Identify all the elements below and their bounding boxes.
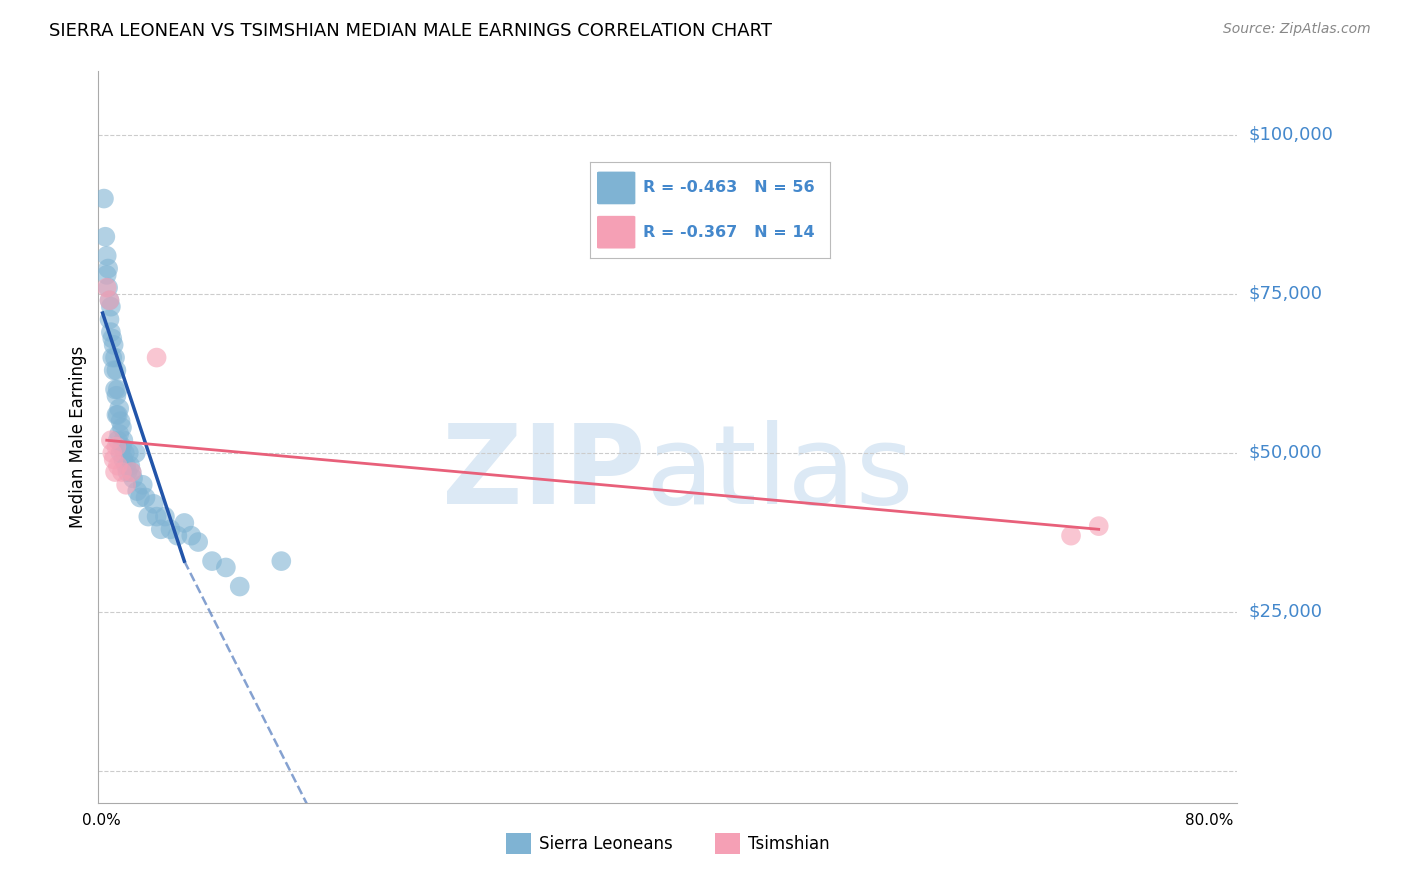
Point — [149, 522, 172, 536]
Point — [120, 458, 142, 473]
Point — [159, 522, 181, 536]
Legend: Sierra Leoneans, Tsimshian: Sierra Leoneans, Tsimshian — [499, 827, 837, 860]
Text: SIERRA LEONEAN VS TSIMSHIAN MEDIAN MALE EARNINGS CORRELATION CHART: SIERRA LEONEAN VS TSIMSHIAN MEDIAN MALE … — [49, 22, 772, 40]
Point — [111, 440, 134, 454]
Point — [229, 580, 252, 594]
Point — [105, 389, 128, 403]
Point — [107, 408, 129, 422]
Point — [93, 192, 115, 206]
Point — [97, 280, 120, 294]
Point — [115, 458, 138, 473]
Point — [104, 383, 127, 397]
Point — [96, 268, 118, 282]
Text: R = -0.367   N = 14: R = -0.367 N = 14 — [643, 225, 814, 240]
Point — [173, 516, 195, 530]
Point — [166, 529, 188, 543]
Point — [101, 446, 124, 460]
Point — [117, 465, 139, 479]
Point — [125, 446, 148, 460]
Point — [121, 465, 143, 479]
Point — [112, 434, 135, 448]
Point — [103, 338, 125, 352]
Y-axis label: Median Male Earnings: Median Male Earnings — [69, 346, 87, 528]
Point — [107, 383, 129, 397]
Point — [98, 293, 121, 308]
Point — [201, 554, 224, 568]
Point — [101, 331, 124, 345]
Point — [1060, 529, 1083, 543]
Point — [100, 434, 122, 448]
Point — [104, 465, 127, 479]
Point — [97, 261, 120, 276]
Point — [103, 363, 125, 377]
Point — [105, 440, 128, 454]
Point — [100, 325, 122, 339]
Point — [96, 280, 118, 294]
Point — [129, 491, 152, 505]
Text: atlas: atlas — [645, 420, 914, 527]
Point — [135, 491, 157, 505]
Point — [145, 509, 167, 524]
Point — [187, 535, 209, 549]
Text: $75,000: $75,000 — [1249, 285, 1323, 303]
Point — [107, 434, 129, 448]
Point — [132, 477, 155, 491]
Point — [108, 401, 131, 416]
Point — [127, 484, 149, 499]
FancyBboxPatch shape — [598, 171, 636, 204]
Point — [105, 363, 128, 377]
Text: $100,000: $100,000 — [1249, 126, 1333, 144]
Point — [98, 293, 121, 308]
Point — [118, 446, 141, 460]
Point — [180, 529, 202, 543]
Point — [145, 351, 167, 365]
Point — [100, 300, 122, 314]
Point — [142, 497, 165, 511]
Point — [103, 452, 125, 467]
Point — [114, 446, 136, 460]
Text: Source: ZipAtlas.com: Source: ZipAtlas.com — [1223, 22, 1371, 37]
Point — [270, 554, 292, 568]
Point — [104, 351, 127, 365]
Point — [1087, 519, 1109, 533]
Point — [110, 414, 132, 428]
Point — [111, 420, 134, 434]
Point — [122, 471, 145, 485]
Point — [215, 560, 238, 574]
Point — [110, 446, 132, 460]
Text: R = -0.463   N = 56: R = -0.463 N = 56 — [643, 180, 814, 195]
FancyBboxPatch shape — [598, 216, 636, 249]
Point — [101, 351, 124, 365]
Point — [96, 249, 118, 263]
Text: ZIP: ZIP — [441, 420, 645, 527]
Point — [115, 477, 138, 491]
Point — [108, 426, 131, 441]
Point — [121, 465, 143, 479]
Point — [153, 509, 176, 524]
Point — [112, 452, 135, 467]
Point — [111, 465, 134, 479]
Point — [136, 509, 159, 524]
Point — [98, 312, 121, 326]
Point — [105, 408, 128, 422]
Point — [94, 229, 117, 244]
Point — [107, 458, 129, 473]
Text: $50,000: $50,000 — [1249, 444, 1322, 462]
Text: $25,000: $25,000 — [1249, 603, 1323, 621]
